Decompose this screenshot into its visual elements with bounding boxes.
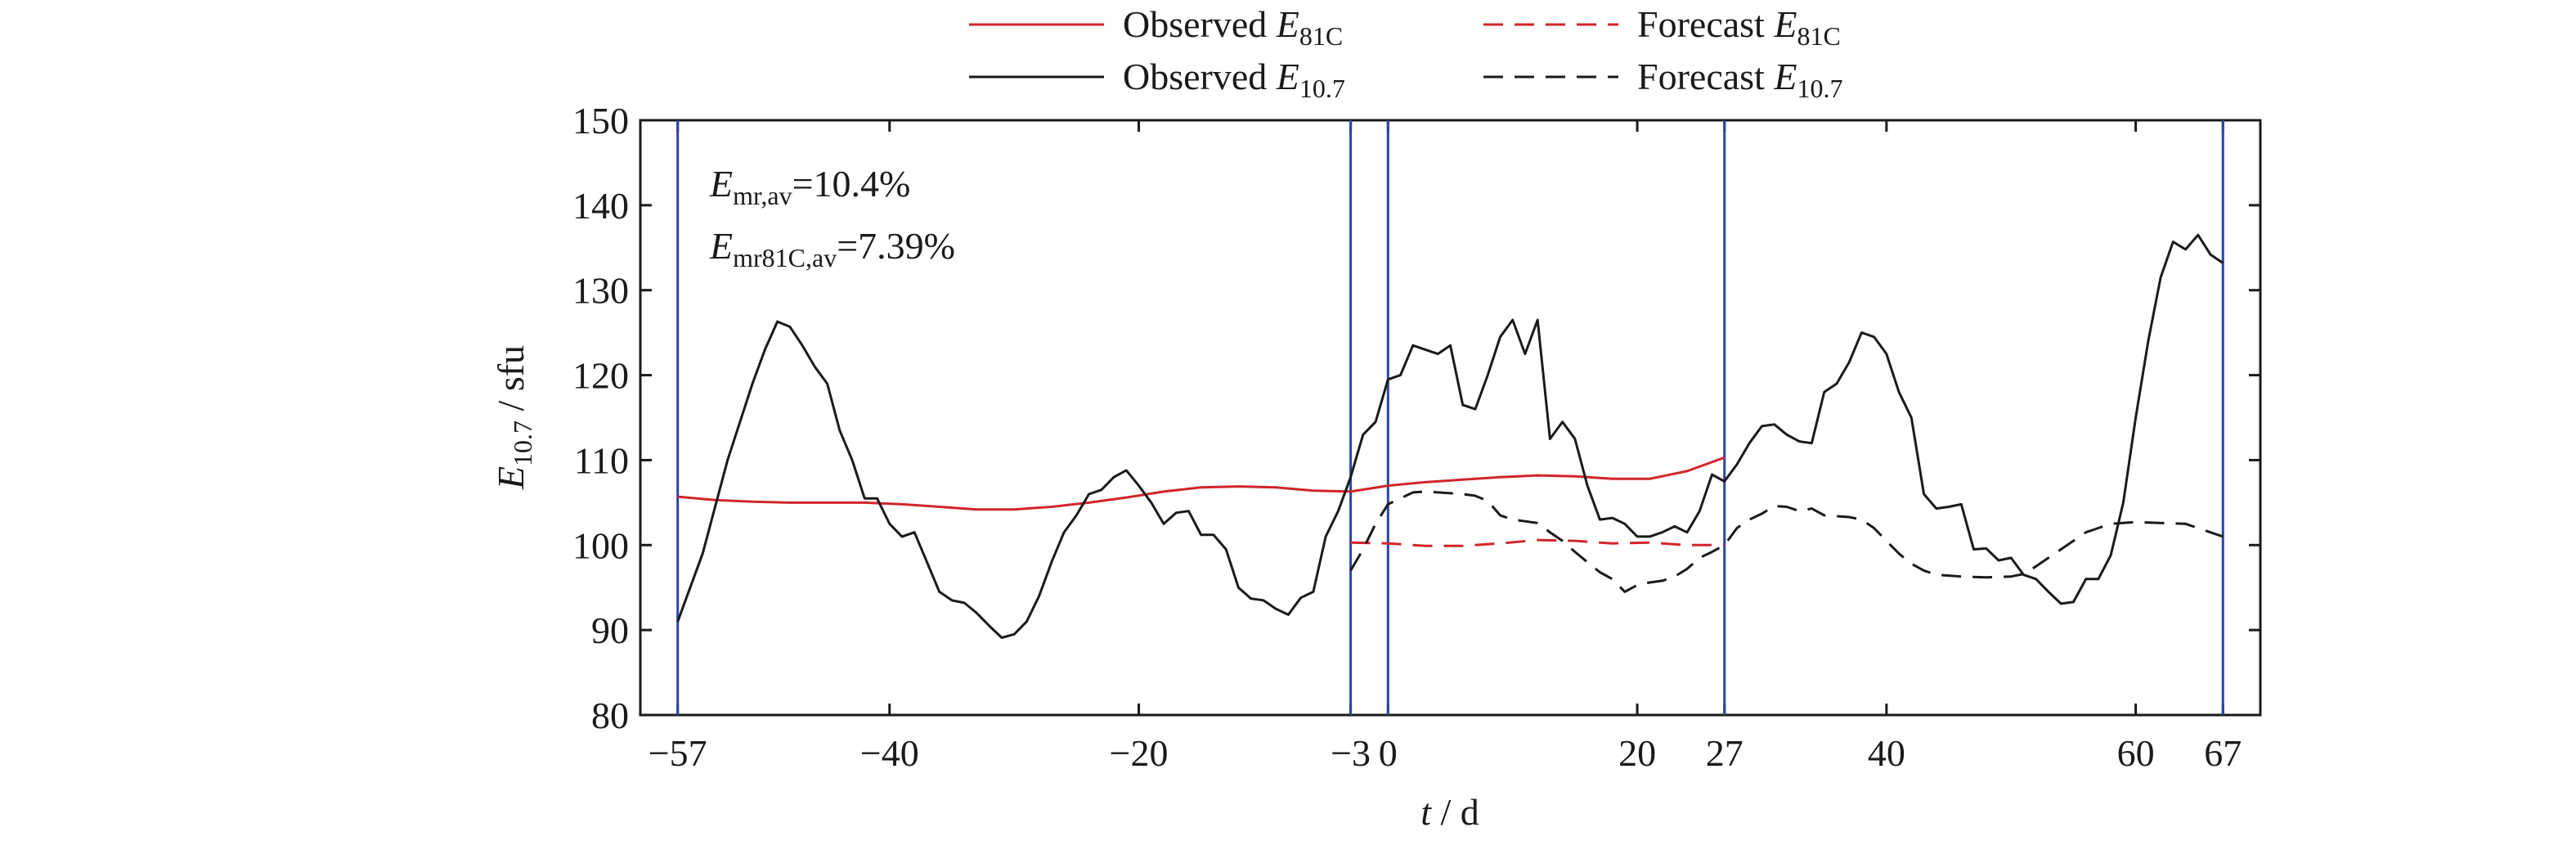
series-line: [1349, 490, 2224, 593]
x-tick-label: 40: [1868, 732, 1905, 774]
x-tick-label: −40: [860, 732, 919, 774]
y-tick-label: 90: [591, 609, 629, 651]
series-line: [676, 233, 2224, 639]
x-tick-label: 27: [1706, 732, 1744, 774]
plot-frame: [639, 119, 2262, 717]
x-tick-label: 20: [1618, 732, 1656, 774]
legend-label: Observed E81C: [1123, 3, 1343, 51]
series-line: [1350, 538, 1725, 547]
x-tick-label: 0: [1379, 732, 1398, 774]
x-tick-label: 60: [2117, 732, 2155, 774]
y-tick-label: 140: [572, 185, 629, 227]
legend-label: Forecast E81C: [1637, 3, 1841, 51]
y-tick-label: 80: [591, 695, 629, 736]
x-axis-label: t / d: [1420, 791, 1479, 833]
y-tick-label: 110: [574, 439, 629, 481]
y-tick-label: 150: [572, 100, 629, 142]
legend-label: Observed E10.7: [1123, 56, 1345, 103]
x-tick-label: −3: [1331, 732, 1371, 774]
x-tick-label: 67: [2204, 732, 2242, 774]
y-axis-label: E10.7 / sfu: [490, 345, 537, 490]
x-tick-label: −20: [1110, 732, 1169, 774]
x-tick-label: −57: [648, 732, 707, 774]
y-tick-label: 130: [572, 270, 629, 312]
series-line: [677, 456, 1726, 511]
annotation: Emr,av=10.4%: [709, 163, 910, 210]
legend-label: Forecast E10.7: [1637, 56, 1842, 103]
annotation: Emr81C,av=7.39%: [709, 225, 955, 272]
y-tick-label: 100: [572, 524, 629, 566]
y-tick-label: 120: [572, 355, 629, 397]
